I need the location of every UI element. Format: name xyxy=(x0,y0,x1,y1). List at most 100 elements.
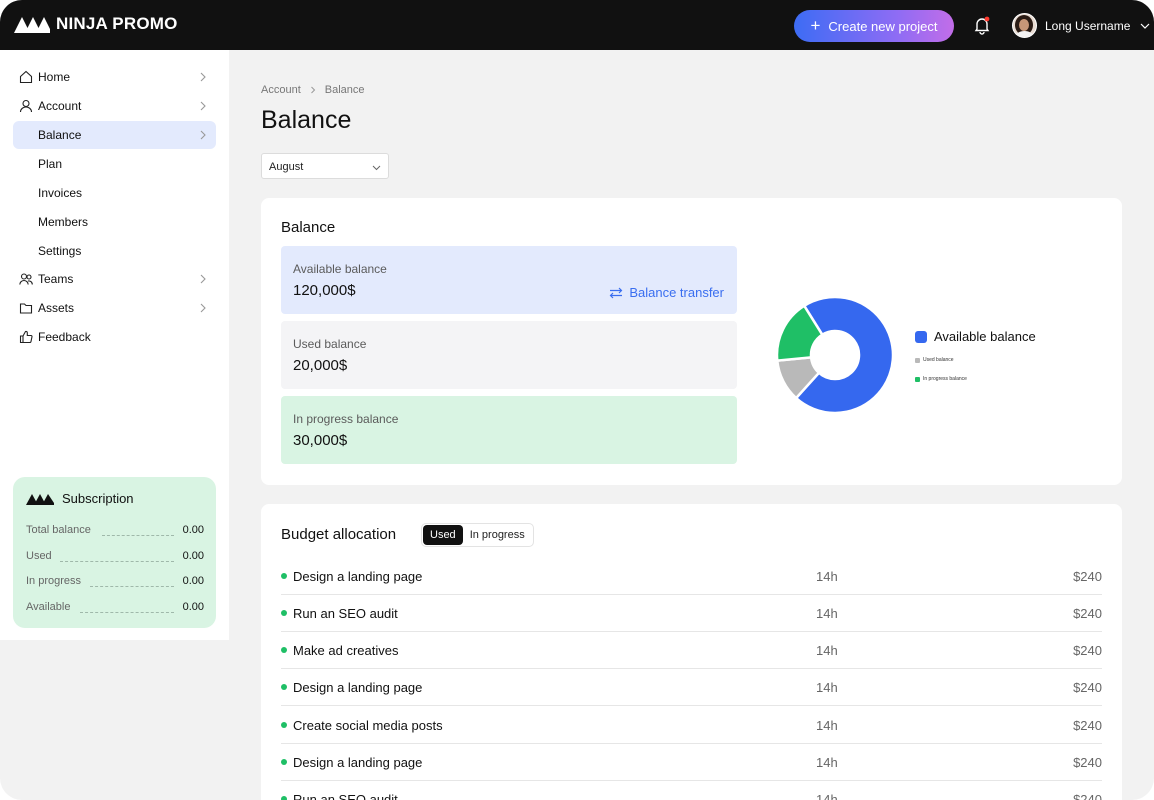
create-project-label: Create new project xyxy=(828,18,938,34)
task-hours: 14h xyxy=(816,718,838,733)
sidebar-item-feedback[interactable]: Feedback xyxy=(13,323,216,351)
legend-item-in-progress: In progress balance xyxy=(915,376,967,382)
subscription-row-value: 0.00 xyxy=(182,575,204,587)
username: Long Username xyxy=(1045,18,1131,33)
subscription-row-available: Available 0.00 xyxy=(26,601,204,617)
month-select-value: August xyxy=(269,161,304,173)
tab-in-progress[interactable]: In progress xyxy=(469,529,525,541)
subscription-row-label: In progress xyxy=(26,575,82,587)
logo[interactable]: NINJA PROMO xyxy=(14,13,178,35)
sidebar-item-label: Home xyxy=(38,70,71,84)
chevron-down-icon xyxy=(1140,23,1150,29)
used-balance-label: Used balance xyxy=(293,337,367,351)
transfer-arrows-icon xyxy=(609,287,623,298)
in-progress-balance-box: In progress balance 30,000$ xyxy=(281,396,737,464)
available-balance-value: 120,000$ xyxy=(293,282,356,299)
balance-card-title: Balance xyxy=(281,219,336,236)
task-name: Design a landing page xyxy=(293,569,423,584)
budget-tab-toggle: Used In progress xyxy=(421,523,534,547)
subscription-row-used: Used 0.00 xyxy=(26,550,204,566)
table-row[interactable]: Run an SEO audit 14h $240 xyxy=(281,781,1102,800)
subscription-row-total: Total balance 0.00 xyxy=(26,524,204,540)
donut-slice-available[interactable] xyxy=(794,296,894,414)
sidebar-item-account[interactable]: Account xyxy=(13,92,216,120)
task-name: Run an SEO audit xyxy=(293,792,398,800)
legend-label: In progress balance xyxy=(923,376,967,382)
legend-label: Used balance xyxy=(923,357,954,363)
task-price: $240 xyxy=(1073,680,1102,695)
table-row[interactable]: Run an SEO audit 14h $240 xyxy=(281,595,1102,632)
task-price: $240 xyxy=(1073,718,1102,733)
used-balance-box: Used balance 20,000$ xyxy=(281,321,737,389)
legend-swatch xyxy=(915,330,927,343)
task-name: Create social media posts xyxy=(293,718,443,733)
table-row[interactable]: Make ad creatives 14h $240 xyxy=(281,632,1102,669)
legend-swatch xyxy=(915,376,920,382)
sidebar-item-assets[interactable]: Assets xyxy=(13,294,216,322)
sidebar-item-label: Account xyxy=(38,99,82,113)
plus-icon: + xyxy=(810,15,821,35)
budget-title: Budget allocation xyxy=(281,526,397,543)
sidebar-item-invoices[interactable]: Invoices xyxy=(13,179,216,207)
breadcrumb-account[interactable]: Account xyxy=(261,84,301,96)
sidebar-item-plan[interactable]: Plan xyxy=(13,150,216,178)
subscription-row-label: Total balance xyxy=(26,524,91,536)
task-name: Design a landing page xyxy=(293,680,423,695)
available-balance-label: Available balance xyxy=(293,262,387,276)
task-hours: 14h xyxy=(816,755,838,770)
status-dot xyxy=(281,759,287,765)
task-hours: 14h xyxy=(816,606,838,621)
sidebar-item-label: Settings xyxy=(38,244,82,258)
available-balance-box: Available balance 120,000$ Balance trans… xyxy=(281,246,737,314)
donut-slice-in-progress[interactable] xyxy=(776,304,824,362)
sidebar-item-settings[interactable]: Settings xyxy=(13,237,216,265)
legend-label: Available balance xyxy=(934,329,1036,344)
task-price: $240 xyxy=(1073,606,1102,621)
sidebar-item-label: Plan xyxy=(38,157,63,171)
bell-icon[interactable] xyxy=(972,15,992,35)
status-dot xyxy=(281,722,287,728)
chevron-right-icon xyxy=(200,130,206,140)
subscription-row-label: Available xyxy=(26,601,71,613)
sidebar-item-home[interactable]: Home xyxy=(13,63,216,91)
sidebar-item-members[interactable]: Members xyxy=(13,208,216,236)
month-select[interactable]: August xyxy=(261,153,389,179)
home-icon xyxy=(19,70,33,84)
table-row[interactable]: Design a landing page 14h $240 xyxy=(281,669,1102,706)
table-row[interactable]: Create social media posts 14h $240 xyxy=(281,707,1102,744)
subscription-row-value: 0.00 xyxy=(182,601,204,613)
create-project-button[interactable]: + Create new project xyxy=(794,10,954,42)
chevron-down-icon xyxy=(372,165,381,171)
sidebar-item-label: Balance xyxy=(38,128,82,142)
user-icon xyxy=(19,99,33,113)
subscription-row-value: 0.00 xyxy=(182,550,204,562)
ninja-promo-logo-icon xyxy=(14,17,50,33)
tab-used[interactable]: Used xyxy=(423,525,463,545)
status-dot xyxy=(281,796,287,800)
user-menu[interactable]: Long Username xyxy=(1012,13,1150,38)
chevron-right-icon xyxy=(200,101,206,111)
breadcrumb-balance: Balance xyxy=(324,84,365,96)
sidebar: Home Account Balance Plan Invoices Membe… xyxy=(0,50,229,640)
sidebar-item-teams[interactable]: Teams xyxy=(13,265,216,293)
balance-transfer-link[interactable]: Balance transfer xyxy=(609,285,724,300)
subscription-title: Subscription xyxy=(62,491,134,506)
chevron-right-icon xyxy=(200,274,206,284)
table-row[interactable]: Design a landing page 14h $240 xyxy=(281,558,1102,595)
top-bar: NINJA PROMO + Create new project Long Us… xyxy=(0,0,1154,50)
avatar xyxy=(1012,13,1037,38)
task-hours: 14h xyxy=(816,569,838,584)
subscription-header: Subscription xyxy=(26,491,134,506)
sidebar-item-label: Members xyxy=(38,215,89,229)
balance-donut-chart xyxy=(776,296,894,414)
chevron-right-icon xyxy=(310,86,315,94)
sidebar-item-balance[interactable]: Balance xyxy=(13,121,216,149)
used-balance-value: 20,000$ xyxy=(293,357,348,374)
thumbs-up-icon xyxy=(19,330,33,344)
brand-name: NINJA PROMO xyxy=(56,14,178,33)
in-progress-balance-value: 30,000$ xyxy=(293,432,348,449)
sidebar-item-label: Feedback xyxy=(38,330,91,344)
ninja-promo-logo-icon xyxy=(26,493,54,505)
balance-transfer-label: Balance transfer xyxy=(629,285,724,300)
table-row[interactable]: Design a landing page 14h $240 xyxy=(281,744,1102,781)
